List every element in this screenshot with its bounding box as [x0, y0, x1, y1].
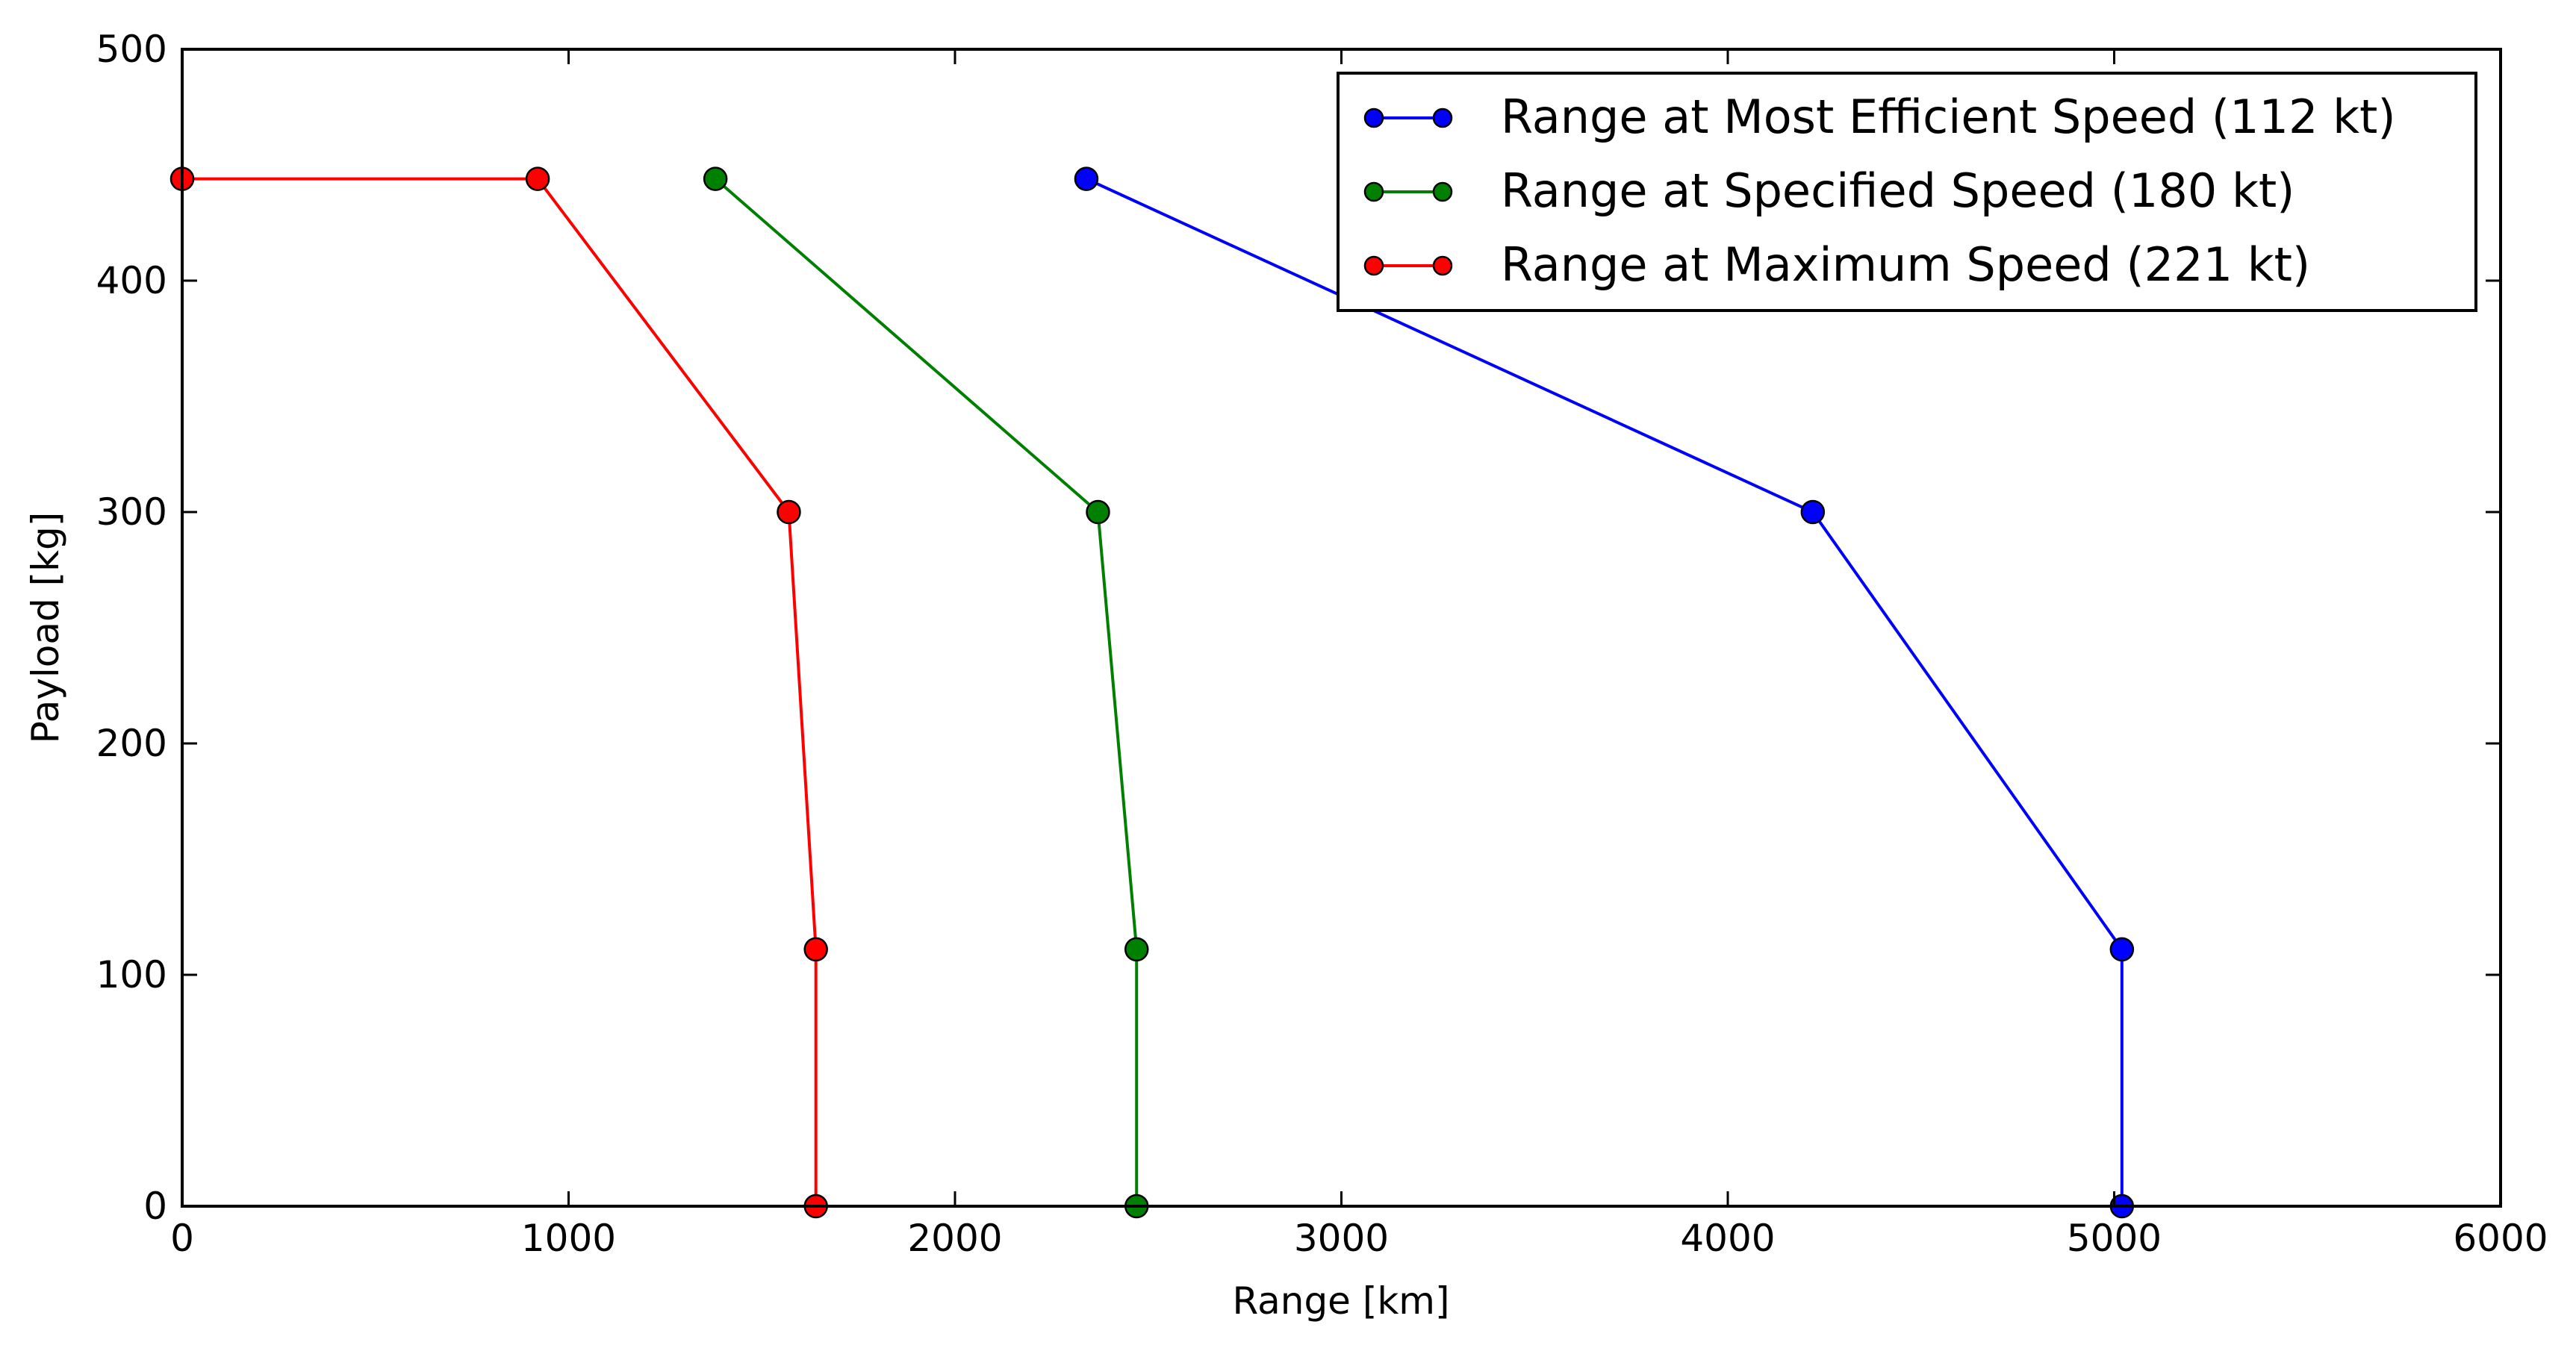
legend: Range at Most Efficient Speed (112 kt) Ra… [1337, 72, 2477, 312]
x-tick-label: 0 [170, 1217, 194, 1260]
series-line [714, 178, 1139, 1206]
data-point [777, 499, 801, 525]
x-tick-label: 2000 [907, 1217, 1002, 1260]
data-point [1800, 499, 1826, 525]
ticks-layer: 0 1000 2000 3000 4000 5000 6000 0 100 200 300 400 50… [96, 28, 2548, 1260]
legend-label: Range at Most Efficient Speed (112 kt) [1501, 90, 2396, 144]
x-tick-label: 5000 [2067, 1217, 2162, 1260]
legend-swatch-marker [1432, 255, 1453, 276]
data-point [525, 166, 550, 191]
x-tick-label: 4000 [1680, 1217, 1775, 1260]
y-tick-label: 0 [143, 1185, 167, 1228]
y-tick-label: 200 [96, 722, 167, 765]
legend-item: Range at Most Efficient Speed (112 kt) [1363, 90, 2396, 144]
data-point [803, 937, 828, 962]
y-axis-label: Payload [kg] [24, 512, 67, 744]
series-line [1086, 177, 2124, 1206]
legend-swatch-marker [1363, 107, 1384, 128]
data-point [703, 166, 728, 191]
series-layer [169, 166, 2135, 1219]
x-axis-label: Range [km] [1232, 1279, 1449, 1323]
data-point [1124, 937, 1149, 962]
y-tick-label: 500 [96, 28, 167, 71]
data-point [1074, 166, 1099, 191]
legend-item: Range at Specified Speed (180 kt) [1363, 163, 2295, 218]
y-tick-label: 300 [96, 490, 167, 534]
legend-swatch-marker [1432, 181, 1453, 202]
series-0 [1074, 166, 2135, 1219]
legend-swatch-marker [1363, 255, 1384, 276]
x-tick-label: 6000 [2453, 1217, 2548, 1260]
legend-swatch-marker [1432, 107, 1453, 128]
y-tick-label: 100 [96, 953, 167, 996]
legend-swatch-marker [1363, 181, 1384, 202]
legend-label: Range at Maximum Speed (221 kt) [1501, 237, 2310, 292]
y-tick-label: 400 [96, 259, 167, 302]
data-point [1086, 499, 1110, 525]
legend-label: Range at Specified Speed (180 kt) [1501, 163, 2295, 218]
x-tick-label: 3000 [1294, 1217, 1389, 1260]
data-point [2109, 937, 2135, 962]
legend-item: Range at Maximum Speed (221 kt) [1363, 237, 2310, 292]
x-tick-label: 1000 [521, 1217, 616, 1260]
legend-box [1337, 72, 2477, 312]
